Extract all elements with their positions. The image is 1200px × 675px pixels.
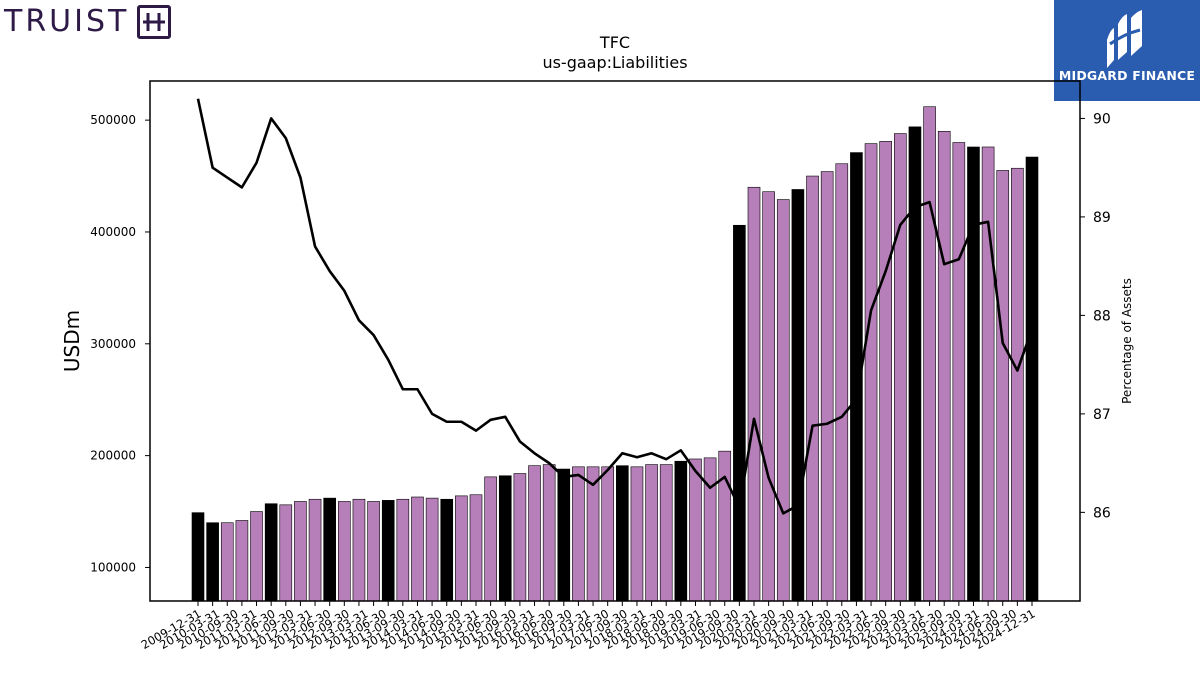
bar bbox=[308, 498, 322, 602]
bar bbox=[747, 186, 761, 602]
bar bbox=[1011, 167, 1024, 602]
y-tick-label: 300000 bbox=[90, 337, 136, 351]
bar bbox=[1025, 156, 1039, 602]
bar bbox=[542, 464, 556, 602]
bar bbox=[908, 126, 922, 602]
midgard-finance-badge: MIDGARD FINANCE bbox=[1054, 0, 1200, 101]
plot-frame bbox=[149, 80, 1081, 602]
bar bbox=[440, 498, 454, 602]
bar bbox=[498, 475, 512, 602]
midgard-logo-text: MIDGARD FINANCE bbox=[1058, 68, 1196, 83]
truist-mark-icon bbox=[137, 4, 172, 39]
bar bbox=[396, 498, 410, 602]
bar bbox=[659, 464, 673, 602]
bar bbox=[806, 175, 819, 602]
chart-subtitle: us-gaap:Liabilities bbox=[542, 53, 687, 72]
midgard-logo-icon bbox=[1107, 10, 1142, 68]
bar bbox=[367, 501, 380, 602]
y2-tick-label: 86 bbox=[1093, 505, 1111, 521]
y-tick-label: 100000 bbox=[90, 560, 136, 574]
bar bbox=[528, 465, 541, 602]
bar bbox=[352, 498, 366, 602]
y-tick-label: 200000 bbox=[90, 449, 136, 463]
bars-group bbox=[191, 106, 1039, 602]
bar bbox=[557, 468, 571, 602]
bar bbox=[338, 501, 351, 602]
bar bbox=[250, 511, 263, 602]
y2-tick-label: 87 bbox=[1093, 407, 1111, 423]
bar bbox=[235, 520, 249, 602]
bar bbox=[923, 106, 936, 602]
y-tick-label: 400000 bbox=[90, 225, 136, 239]
bar bbox=[952, 142, 966, 602]
bar bbox=[279, 504, 293, 602]
bar bbox=[645, 464, 658, 602]
bar bbox=[776, 199, 790, 602]
bar bbox=[791, 189, 805, 602]
bar bbox=[455, 495, 468, 602]
y2-axis-label: Percentage of Assets bbox=[1120, 278, 1134, 404]
bar bbox=[762, 191, 775, 602]
bar bbox=[323, 497, 336, 602]
chart-title: TFC bbox=[599, 33, 630, 52]
bar bbox=[294, 501, 307, 602]
bar bbox=[469, 494, 483, 602]
bar bbox=[425, 497, 439, 602]
bar bbox=[835, 163, 849, 602]
bar bbox=[601, 466, 614, 602]
truist-logo-text: TRUIST bbox=[4, 4, 130, 39]
x-axis-ticks: 2009-12-312010-03-312010-09-302011-03-31… bbox=[139, 601, 1038, 652]
bar bbox=[820, 171, 834, 602]
bar bbox=[981, 146, 995, 602]
bar bbox=[630, 466, 644, 602]
bar bbox=[879, 141, 892, 602]
y-tick-label: 500000 bbox=[90, 113, 136, 127]
bar bbox=[264, 503, 278, 602]
y2-axis-ticks: 86 87 88 89 90 bbox=[1080, 111, 1111, 521]
bar bbox=[996, 170, 1010, 602]
y-axis-ticks: 100000 200000 300000 400000 500000 bbox=[90, 113, 150, 574]
y-axis-label: USDm bbox=[60, 310, 84, 372]
bar bbox=[703, 457, 717, 602]
bar bbox=[689, 458, 702, 602]
bar bbox=[411, 496, 424, 602]
bar bbox=[967, 146, 980, 602]
bar bbox=[220, 522, 234, 602]
line-group bbox=[196, 98, 1034, 515]
bar bbox=[674, 460, 688, 602]
bar bbox=[864, 143, 878, 602]
bar bbox=[484, 476, 497, 602]
bar bbox=[572, 466, 585, 602]
bar bbox=[191, 512, 205, 602]
bar bbox=[894, 133, 907, 602]
y2-tick-label: 88 bbox=[1093, 308, 1111, 324]
bar bbox=[513, 473, 527, 602]
bar bbox=[206, 522, 219, 602]
bar bbox=[616, 465, 629, 602]
series-line bbox=[196, 98, 1034, 515]
bar bbox=[718, 450, 732, 602]
y2-tick-label: 89 bbox=[1093, 210, 1111, 226]
bar bbox=[733, 224, 746, 602]
y2-tick-label: 90 bbox=[1093, 111, 1111, 127]
bar bbox=[937, 131, 951, 602]
bar bbox=[586, 466, 600, 602]
truist-logo: TRUIST bbox=[4, 4, 172, 39]
bar bbox=[381, 500, 395, 602]
